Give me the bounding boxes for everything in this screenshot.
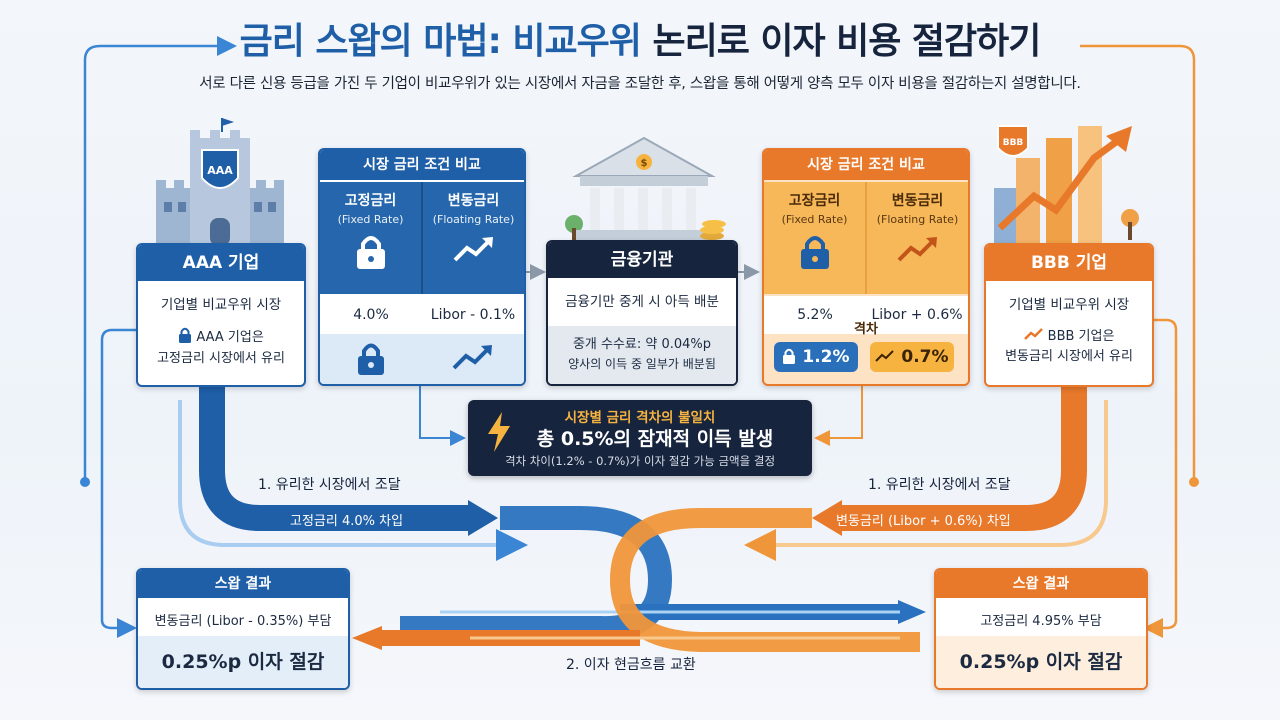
bank-name: 금융기관 (548, 242, 736, 278)
aaa-badge-text: AAA (207, 164, 233, 177)
market-right-floating-en: (Floating Rate) (876, 213, 959, 226)
market-right-fixed-rate: 5.2% (797, 307, 833, 323)
bbb-advantage-line-b: 변동금리 시장에서 유리 (1005, 349, 1133, 364)
aaa-borrow-flow (199, 384, 470, 531)
trend-up-icon (423, 234, 524, 268)
page-subtitle: 서로 다른 신용 등급을 가진 두 기업이 비교우위가 있는 시장에서 자금을 … (199, 76, 1081, 92)
market-rate-table-left: 시장 금리 조건 비교 고정금리 (Fixed Rate) 변동금리 (Floa… (318, 148, 526, 386)
trend-up-icon (867, 234, 968, 268)
lock-icon (320, 234, 421, 274)
left-outer-return (100, 328, 210, 638)
lock-icon (782, 344, 796, 374)
bbb-company-name: BBB 기업 (986, 245, 1152, 281)
bbb-result-desc: 고정금리 4.95% 부담 (980, 614, 1102, 629)
gap-title: 시장별 금리 격차의 불일치 (564, 410, 716, 426)
floating-gap-value: 0.7% (901, 347, 949, 367)
right-outer-return (1143, 318, 1178, 638)
market-right-floating-rate: Libor + 0.6% (871, 307, 963, 323)
market-right-fixed-en: (Fixed Rate) (781, 213, 848, 226)
aaa-comparative-advantage: 기업별 비교우위 시장 (160, 297, 282, 313)
bank-fee-box: 중개 수수료: 약 0.04%p 양사의 이득 중 일부가 배분됨 (548, 326, 736, 384)
market-left-floating-en: (Floating Rate) (432, 213, 515, 226)
market-left-fixed-rate: 4.0% (353, 307, 389, 323)
trend-up-icon (875, 343, 895, 373)
bank-coin-symbol: $ (641, 158, 648, 169)
aaa-swap-result-card: 스왑 결과 변동금리 (Libor - 0.35%) 부담 0.25%p 이자 … (136, 568, 350, 690)
financial-institution-card: 금융기관 금융기만 중게 시 아득 배분 중개 수수료: 약 0.04%p 양사… (546, 240, 738, 386)
lock-icon (320, 334, 422, 384)
market-right-title: 시장 금리 조건 비교 (764, 150, 968, 180)
trend-up-icon (422, 334, 524, 384)
aaa-advantage-line-b: 고정금리 시장에서 유리 (157, 351, 285, 366)
aaa-advantage-line-a: AAA 기업은 (196, 330, 264, 345)
bbb-borrow-flow (840, 384, 1087, 531)
bbb-company-card: BBB 기업 기업별 비교우위 시장 BBB 기업은 변동금리 시장에서 유리 (984, 243, 1154, 387)
title-part2: 논리로 이자 비용 절감하기 (652, 21, 1041, 62)
fixed-gap-pill: 1.2% (774, 342, 858, 372)
aaa-castle-icon: AAA (156, 118, 284, 246)
gap-main: 총 0.5%의 잠재적 이득 발생 (536, 428, 774, 450)
bank-building-icon: $ (565, 136, 726, 242)
market-rate-table-right: 시장 금리 조건 비교 고장금리 (Fixed Rate) 변동금리 (Floa… (762, 148, 970, 386)
page-title: 금리 스왑의 마법: 비교우위 논리로 이자 비용 절감하기 (0, 12, 1280, 64)
market-left-fixed-en: (Fixed Rate) (337, 213, 404, 226)
gap-note: 격차 차이(1.2% - 0.7%)가 이자 절감 가능 금액을 결정 (504, 454, 776, 468)
title-part1: 금리 스왑의 마법: 비교우위 (239, 21, 642, 62)
bank-fee: 중개 수수료: 약 0.04%p (572, 337, 712, 352)
floating-gap-pill: 0.7% (870, 342, 954, 372)
lock-icon (764, 234, 865, 274)
lightning-icon (488, 412, 510, 452)
right-borrow-label: 변동금리 (Libor + 0.6%) 차입 (836, 514, 1011, 529)
bbb-advantage-line-a: BBB 기업은 (1047, 329, 1115, 344)
left-borrow-label: 고정금리 4.0% 차입 (290, 514, 404, 529)
aaa-result-saving: 0.25%p 이자 절감 (138, 636, 348, 688)
right-outer-loop (1080, 44, 1196, 482)
bank-description: 금융기만 중게 시 아득 배분 (565, 294, 719, 310)
left-outer-loop (83, 36, 237, 482)
bbb-growth-icon: BBB (994, 125, 1139, 244)
market-left-fixed-label: 고정금리 (344, 193, 397, 209)
market-right-floating-label: 변동금리 (891, 193, 944, 209)
exchange-step-label: 2. 이자 현금흐름 교환 (566, 657, 696, 673)
market-left-title: 시장 금리 조건 비교 (320, 150, 524, 180)
aaa-result-title: 스왑 결과 (138, 570, 348, 598)
bbb-result-saving: 0.25%p 이자 절감 (936, 636, 1146, 688)
left-step-label: 1. 유리한 시장에서 조달 (258, 477, 401, 493)
bbb-swap-result-card: 스왑 결과 고정금리 4.95% 부담 0.25%p 이자 절감 (934, 568, 1148, 690)
trend-up-icon (1023, 327, 1044, 347)
bank-fee-note: 양사의 이득 중 일부가 배분됨 (568, 357, 716, 371)
bbb-comparative-advantage: 기업별 비교우위 시장 (1008, 297, 1130, 313)
lock-icon (178, 327, 192, 349)
aaa-company-card: AAA 기업 기업별 비교우위 시장 AAA 기업은 고정금리 시장에서 유리 (136, 243, 306, 387)
aaa-company-name: AAA 기업 (138, 245, 304, 281)
market-left-floating-rate: Libor - 0.1% (430, 307, 516, 323)
bbb-result-title: 스왑 결과 (936, 570, 1146, 598)
market-left-floating-label: 변동금리 (447, 193, 500, 209)
bbb-badge-text: BBB (1003, 138, 1024, 148)
fixed-gap-value: 1.2% (802, 347, 850, 367)
rate-gap-mismatch-box: 시장별 금리 격차의 불일치 총 0.5%의 잠재적 이득 발생 격차 차이(1… (468, 400, 812, 476)
right-step-label: 1. 유리한 시장에서 조달 (868, 477, 1011, 493)
gap-label: 격차 (854, 322, 878, 337)
aaa-result-desc: 변동금리 (Libor - 0.35%) 부담 (154, 614, 332, 629)
market-right-fixed-label: 고장금리 (788, 193, 841, 209)
